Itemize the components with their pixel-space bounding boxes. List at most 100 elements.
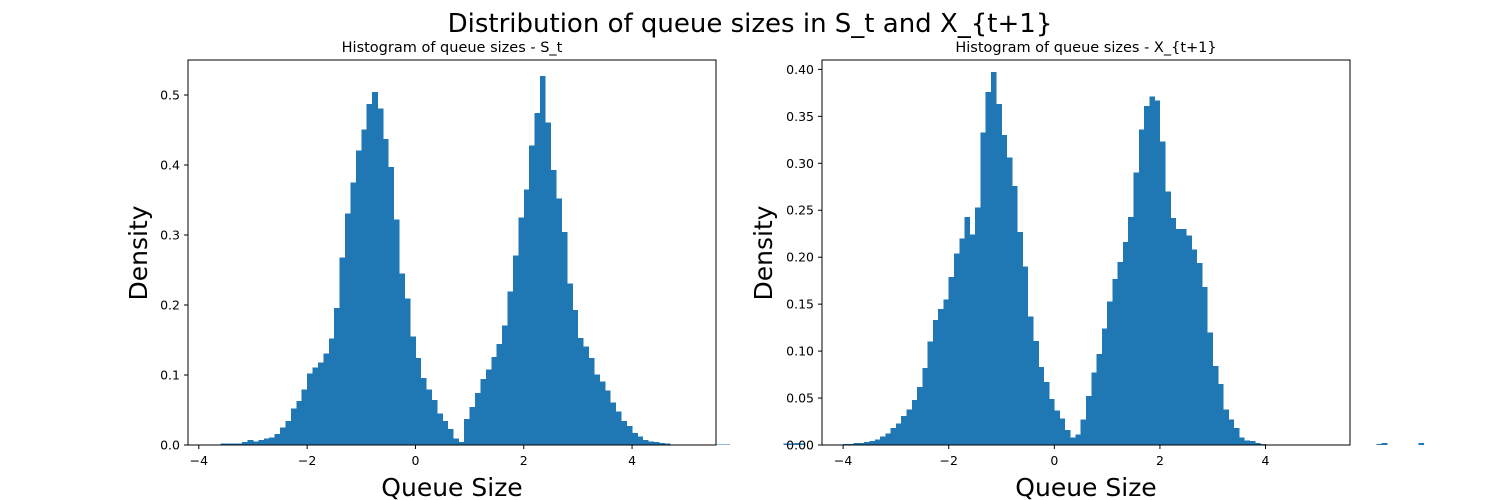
histogram-bar-left-17 xyxy=(312,367,319,445)
histogram-bar-right-33 xyxy=(1017,231,1023,445)
histogram-bar-left-22 xyxy=(339,257,346,445)
y-tick-label-left-1: 0.1 xyxy=(160,368,180,383)
chart-panel-right: Histogram of queue sizes - X_{t+1} −4 −2 0… xyxy=(749,40,1425,500)
histogram-bar-right-22 xyxy=(959,238,965,445)
histogram-bar-left-93 xyxy=(724,444,730,446)
histogram-bar-right-35 xyxy=(1027,316,1034,445)
histogram-bar-left-27 xyxy=(366,104,373,445)
histogram-bar-right-11 xyxy=(901,415,907,445)
histogram-bars-left xyxy=(220,76,806,446)
histogram-bar-left-18 xyxy=(317,362,324,445)
histogram-bar-right-78 xyxy=(1254,443,1261,445)
histogram-bar-right-52 xyxy=(1117,261,1124,445)
histogram-bar-right-72 xyxy=(1223,409,1229,445)
histogram-bar-left-12 xyxy=(285,421,292,445)
histogram-bar-right-65 xyxy=(1186,235,1192,445)
histogram-bar-right-27 xyxy=(985,91,992,446)
histogram-bar-right-8 xyxy=(885,433,891,445)
histogram-bar-left-35 xyxy=(410,336,416,445)
histogram-bar-right-57 xyxy=(1144,106,1150,445)
histogram-bar-right-23 xyxy=(964,216,971,445)
histogram-bar-left-104 xyxy=(783,443,790,445)
histogram-bar-left-42 xyxy=(447,428,454,445)
histogram-bar-right-40 xyxy=(1054,410,1060,445)
y-tick-label-right-3: 0.15 xyxy=(786,297,814,312)
x-tick-label-right-3: 2 xyxy=(1156,453,1164,468)
histogram-bar-right-25 xyxy=(975,207,981,445)
histogram-bar-left-65 xyxy=(572,309,579,445)
axis-ticks-left: −4 −2 0 2 4 0.0 0.1 0.2 0.3 0.4 0.5 xyxy=(160,88,636,469)
histogram-bar-right-66 xyxy=(1191,249,1198,445)
histogram-bar-left-7 xyxy=(258,440,265,445)
x-tick-label-left-4: 4 xyxy=(628,453,636,468)
histogram-bar-right-15 xyxy=(922,368,928,445)
histogram-bar-left-41 xyxy=(442,421,449,445)
histogram-bars-right xyxy=(843,72,1425,446)
histogram-bar-left-106 xyxy=(794,442,801,445)
histogram-bar-left-31 xyxy=(388,167,395,445)
histogram-bar-right-17 xyxy=(932,320,939,445)
histogram-bar-left-19 xyxy=(323,353,330,445)
histogram-bar-right-75 xyxy=(1239,437,1245,445)
histogram-bar-left-76 xyxy=(632,433,638,445)
histogram-bar-left-107 xyxy=(799,443,806,445)
histogram-bar-left-50 xyxy=(491,356,497,445)
histogram-bar-right-26 xyxy=(980,132,986,446)
histogram-bar-right-102 xyxy=(1381,443,1388,445)
histogram-bar-right-21 xyxy=(954,253,960,445)
histogram-bar-right-7 xyxy=(880,436,886,445)
histogram-bar-right-10 xyxy=(895,423,902,445)
histogram-bar-left-48 xyxy=(480,379,487,445)
histogram-bar-right-30 xyxy=(1001,135,1008,445)
x-tick-label-right-2: 0 xyxy=(1050,453,1058,468)
histogram-bar-right-109 xyxy=(1418,443,1425,445)
histogram-bar-right-63 xyxy=(1175,229,1182,445)
y-tick-label-right-8: 0.40 xyxy=(786,62,814,77)
histogram-bar-left-16 xyxy=(307,373,313,445)
histogram-bar-right-45 xyxy=(1080,419,1087,445)
x-axis-label-left: Queue Size xyxy=(381,473,522,500)
histogram-bar-right-36 xyxy=(1033,340,1039,445)
x-tick-label-right-0: −4 xyxy=(834,453,852,468)
histogram-bar-left-77 xyxy=(637,436,644,445)
y-tick-label-left-4: 0.4 xyxy=(160,158,180,173)
histogram-bar-right-74 xyxy=(1233,428,1240,445)
histogram-bar-left-64 xyxy=(567,283,573,445)
histogram-bar-left-26 xyxy=(361,129,368,446)
y-tick-label-right-6: 0.30 xyxy=(786,156,814,171)
histogram-bar-right-28 xyxy=(990,72,997,446)
histogram-bar-right-24 xyxy=(969,234,976,445)
histogram-bar-right-70 xyxy=(1212,366,1219,445)
histogram-bar-left-43 xyxy=(453,438,460,445)
histogram-bar-left-32 xyxy=(393,219,400,445)
histogram-bar-left-13 xyxy=(290,408,297,445)
histogram-bar-right-64 xyxy=(1181,229,1187,445)
histogram-bar-left-10 xyxy=(274,433,281,445)
histogram-bar-left-21 xyxy=(334,307,340,445)
axes-frame-left xyxy=(187,59,717,446)
histogram-bar-right-67 xyxy=(1196,262,1203,445)
histogram-bar-left-72 xyxy=(610,402,617,445)
histogram-bar-left-5 xyxy=(247,440,254,445)
histogram-bar-left-75 xyxy=(626,426,633,445)
histogram-bar-left-68 xyxy=(588,358,595,445)
histogram-bar-left-61 xyxy=(550,169,557,445)
histogram-bar-left-40 xyxy=(437,413,443,445)
histogram-bar-left-74 xyxy=(621,421,627,445)
histogram-bar-left-34 xyxy=(404,298,411,445)
histogram-bar-right-76 xyxy=(1244,440,1250,445)
histogram-bar-right-51 xyxy=(1112,278,1118,445)
histogram-bar-left-15 xyxy=(301,389,308,445)
histogram-bar-right-6 xyxy=(874,439,881,445)
histogram-bar-right-34 xyxy=(1022,266,1029,445)
histogram-bar-left-80 xyxy=(653,442,660,445)
histogram-bar-left-46 xyxy=(469,407,476,445)
histogram-bar-left-2 xyxy=(231,443,238,445)
histogram-bar-left-54 xyxy=(512,255,519,445)
histogram-bar-right-49 xyxy=(1101,328,1108,445)
histogram-bar-left-63 xyxy=(561,232,568,445)
histogram-bar-left-33 xyxy=(399,273,405,445)
histogram-bar-right-77 xyxy=(1249,441,1256,445)
y-tick-label-left-3: 0.3 xyxy=(160,228,180,243)
